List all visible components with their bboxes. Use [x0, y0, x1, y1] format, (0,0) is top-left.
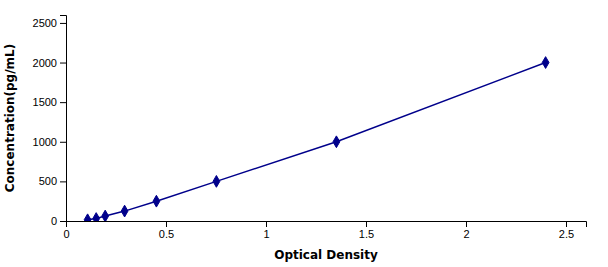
tick: 1500: [33, 96, 66, 108]
line: [88, 63, 546, 220]
marker: [213, 175, 220, 187]
marker: [84, 214, 91, 221]
tick-mark: [60, 23, 66, 24]
tick-label: 1500: [33, 96, 57, 108]
tick-mark: [60, 142, 66, 143]
tick-mark: [60, 181, 66, 182]
tick: 2.5: [559, 221, 574, 240]
tick-label: 0: [51, 215, 57, 227]
marker: [333, 136, 340, 148]
tick-label: 2: [463, 228, 469, 240]
tick-mark: [166, 221, 167, 227]
series: [84, 57, 549, 221]
y-axis: 0 500 1000 1500 2000 2500: [33, 16, 67, 228]
tick: 1.5: [359, 221, 374, 240]
tick: 500: [39, 175, 66, 187]
tick-label: 2500: [33, 17, 57, 29]
tick-label: 1: [263, 228, 269, 240]
marker: [102, 210, 109, 221]
tick: 2: [463, 221, 469, 240]
tick-label: 0.5: [159, 228, 174, 240]
tick: 0.5: [159, 221, 174, 240]
tick: 1: [263, 221, 269, 240]
tick: 0: [63, 221, 69, 240]
tick-mark: [366, 221, 367, 227]
axis-line: [67, 222, 587, 228]
tick-mark: [60, 221, 66, 222]
x-axis-title: Optical Density: [274, 248, 378, 262]
marker: [93, 213, 100, 221]
marker: [121, 205, 128, 217]
tick: 2000: [33, 57, 66, 69]
tick: 1000: [33, 136, 66, 148]
tick-mark: [466, 221, 467, 227]
tick-label: 2.5: [559, 228, 574, 240]
tick-mark: [60, 102, 66, 103]
axis-line: [60, 16, 67, 222]
chart: 0 0.5 1 1.5 2 2.5 0 500 1000 1500 2000 2500 Optical …: [0, 0, 608, 267]
tick: 2500: [33, 17, 66, 29]
tick-label: 1.5: [359, 228, 374, 240]
marker: [542, 57, 549, 69]
tick-mark: [566, 221, 567, 227]
tick-mark: [266, 221, 267, 227]
marker: [153, 195, 160, 207]
tick-label: 0: [63, 228, 69, 240]
plot: 0 0.5 1 1.5 2 2.5 0 500 1000 1500 2000 2500: [33, 16, 587, 240]
y-axis-title: Concentration(pg/mL): [3, 44, 17, 192]
tick-mark: [60, 63, 66, 64]
tick: 0: [51, 215, 66, 227]
tick-label: 2000: [33, 57, 57, 69]
x-axis: 0 0.5 1 1.5 2 2.5: [63, 221, 586, 240]
tick-label: 500: [39, 175, 57, 187]
tick-label: 1000: [33, 136, 57, 148]
